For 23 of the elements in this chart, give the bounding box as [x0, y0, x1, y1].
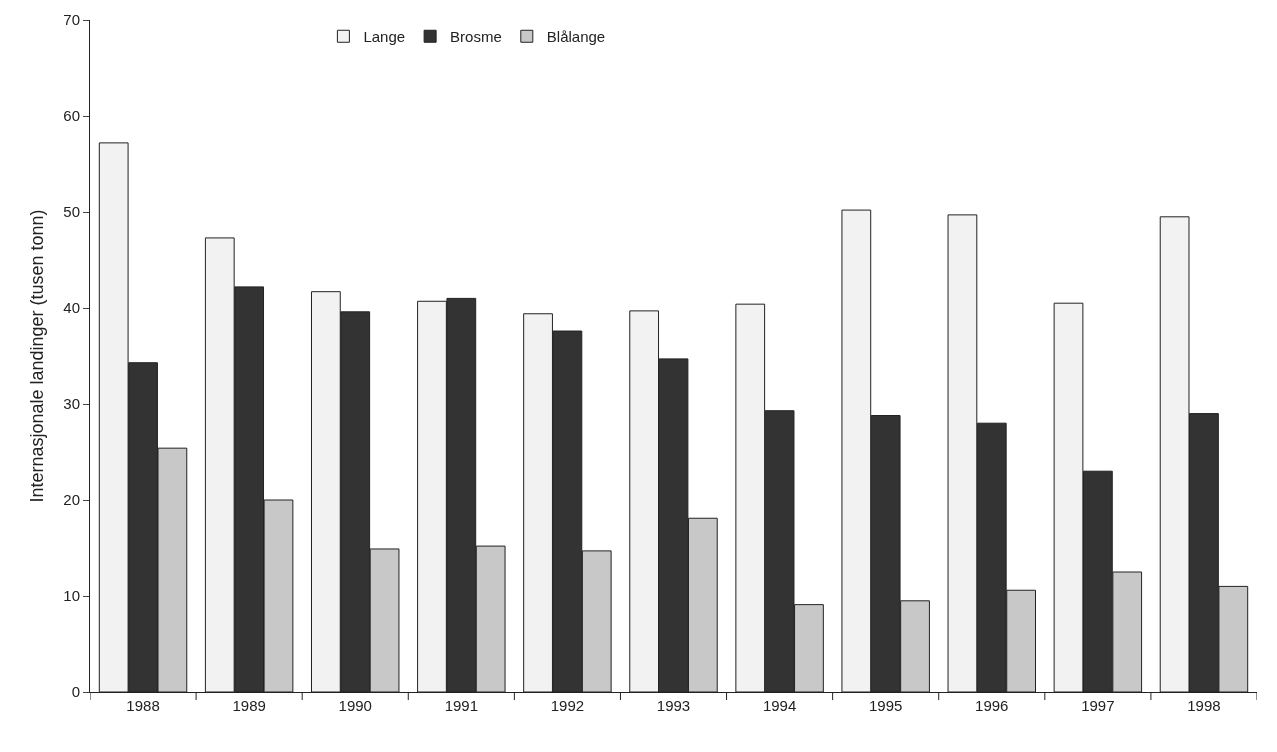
y-tick-label: 60	[63, 107, 80, 125]
legend-label: Brosme	[450, 28, 502, 46]
x-tick-label: 1993	[656, 697, 691, 714]
y-tick-label: 70	[63, 11, 80, 29]
x-tick-label: 1996	[975, 697, 1009, 714]
legend-label: Lange	[363, 28, 406, 46]
x-tick-label: 1989	[232, 697, 266, 714]
y-tick-label: 50	[63, 203, 80, 221]
y-tick-label: 0	[71, 683, 80, 701]
y-tick-label: 30	[63, 395, 80, 413]
x-tick-label: 1995	[868, 697, 903, 714]
y-tick-label: 40	[63, 299, 80, 317]
x-tick-label: 1990	[338, 697, 372, 714]
x-tick-label: 1994	[762, 697, 797, 714]
x-tick-label: 1998	[1187, 697, 1221, 714]
y-tick-label: 20	[63, 491, 80, 509]
y-axis-title: Internasjonale landinger (tusen tonn)	[26, 209, 47, 503]
x-tick-label: 1988	[126, 697, 160, 714]
x-tick-label: 1992	[550, 697, 585, 714]
y-tick-label: 10	[63, 587, 80, 605]
legend-label: Blålange	[546, 28, 606, 46]
x-tick-label: 1991	[444, 697, 479, 714]
x-tick-label: 1997	[1081, 697, 1115, 714]
